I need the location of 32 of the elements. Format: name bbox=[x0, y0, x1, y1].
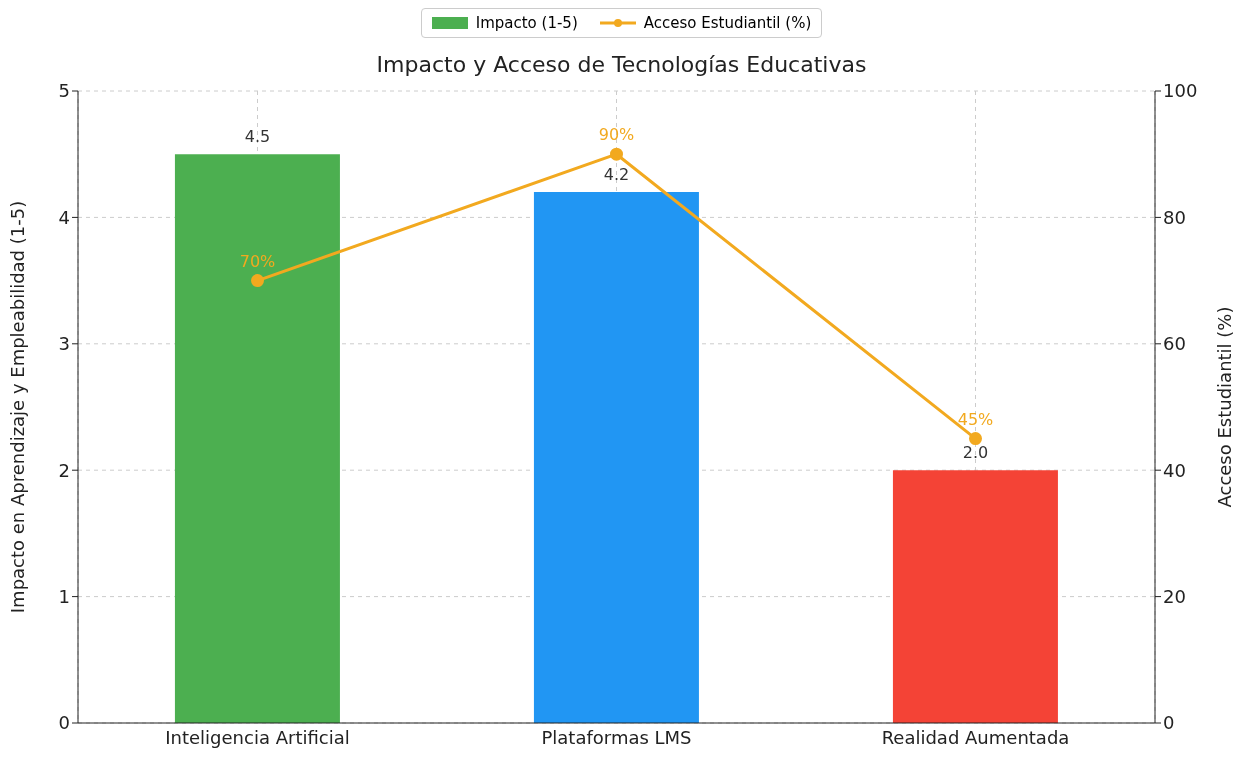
y-tick-label: 0 bbox=[58, 712, 70, 734]
data-label: 45% bbox=[957, 409, 994, 429]
point bbox=[610, 147, 623, 161]
y-tick-label: 4 bbox=[58, 206, 70, 228]
y-tick-label: 3 bbox=[58, 333, 70, 355]
y2-tick-label: 60 bbox=[1163, 333, 1186, 355]
y2-tick-label: 40 bbox=[1163, 459, 1186, 481]
y-tick-label: 5 bbox=[58, 80, 70, 102]
bar bbox=[533, 192, 699, 723]
y2-tick-label: 100 bbox=[1163, 80, 1198, 102]
x-tick-label: Inteligencia Artificial bbox=[165, 726, 350, 748]
legend-label: Acceso Estudiantil (%) bbox=[643, 14, 812, 32]
y-axis-title: Impacto en Aprendizaje y Empleabilidad (1-5) bbox=[7, 200, 29, 614]
y2-tick-label: 0 bbox=[1163, 712, 1175, 734]
data-label: 70% bbox=[239, 251, 276, 271]
legend-label: Impacto (1-5) bbox=[475, 14, 578, 32]
x-tick-label: Plataformas LMS bbox=[541, 726, 692, 748]
data-label: 2.0 bbox=[962, 443, 989, 463]
data-label: 4.5 bbox=[244, 127, 271, 147]
x-tick-label: Realidad Aumentada bbox=[881, 726, 1070, 748]
point bbox=[251, 274, 264, 288]
data-label: 4.2 bbox=[603, 165, 630, 185]
y2-tick-label: 20 bbox=[1163, 585, 1186, 607]
chart-title: Impacto y Acceso de Tecnologías Educativas bbox=[375, 52, 868, 77]
data-label: 90% bbox=[598, 125, 635, 145]
y-tick-label: 2 bbox=[58, 459, 70, 481]
bar bbox=[892, 470, 1058, 723]
bar bbox=[174, 154, 340, 723]
y2-axis-title: Acceso Estudiantil (%) bbox=[1214, 306, 1236, 508]
y-tick-label: 1 bbox=[58, 585, 70, 607]
point bbox=[969, 432, 982, 446]
y2-tick-label: 80 bbox=[1163, 206, 1186, 228]
